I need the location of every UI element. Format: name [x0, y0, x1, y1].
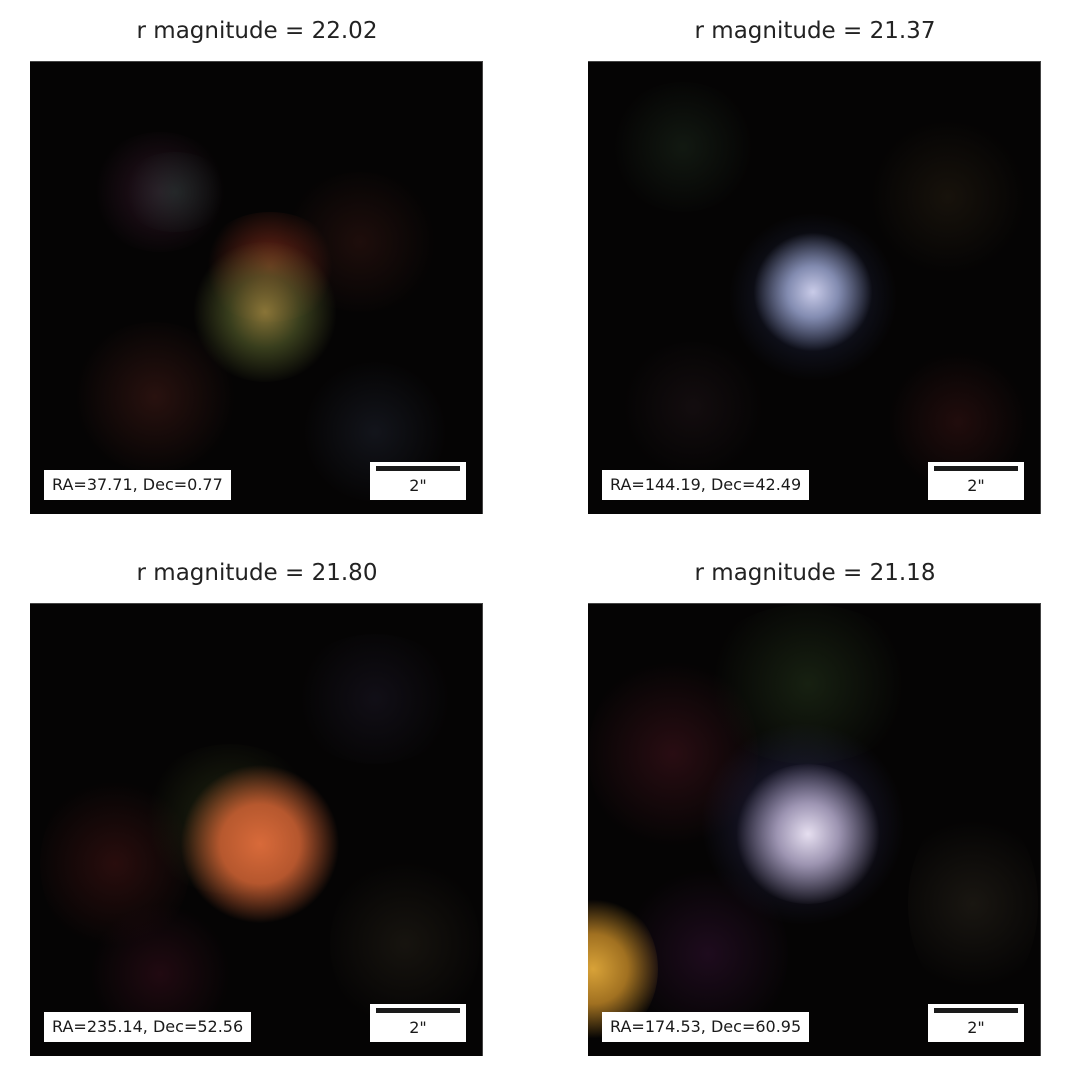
scale-bar-line [376, 1008, 460, 1013]
source-galaxy [190, 242, 340, 382]
scale-bar-label: 2" [409, 1018, 427, 1037]
background-noise [90, 132, 230, 252]
panel-title: r magnitude = 21.80 [136, 560, 378, 586]
background-noise [908, 804, 1038, 1004]
background-noise [280, 172, 440, 312]
scale-bar-label: 2" [967, 476, 985, 495]
background-noise [40, 774, 190, 954]
source-star [733, 764, 883, 904]
scale-bar: 2" [370, 462, 466, 500]
background-noise [618, 342, 768, 472]
background-noise [290, 634, 460, 764]
scale-bar: 2" [370, 1004, 466, 1042]
scale-bar-label: 2" [409, 476, 427, 495]
scale-bar-line [934, 466, 1018, 471]
scale-bar-line [376, 466, 460, 471]
source-blue-halo [728, 212, 898, 382]
sky-cutout-image: RA=235.14, Dec=52.56 2" [30, 603, 483, 1056]
source-red-halo [200, 212, 340, 322]
coordinates-label: RA=235.14, Dec=52.56 [44, 1012, 252, 1042]
background-noise [120, 152, 230, 232]
cutout-panel-4: r magnitude = 21.18 RA=174.53, Dec=60.95… [588, 556, 1042, 1056]
cutout-panel-3: r magnitude = 21.80 RA=235.14, Dec=52.56… [30, 556, 484, 1056]
source-galaxy [180, 764, 340, 924]
coordinates-label: RA=144.19, Dec=42.49 [602, 470, 810, 500]
sky-cutout-image: RA=144.19, Dec=42.49 2" [588, 61, 1041, 514]
background-noise [868, 122, 1028, 272]
cutout-panel-2: r magnitude = 21.37 RA=144.19, Dec=42.49… [588, 14, 1042, 514]
cutout-panel-1: r magnitude = 22.02 RA=37.71, Dec=0.77 2… [30, 14, 484, 514]
scale-bar: 2" [928, 462, 1024, 500]
panel-title: r magnitude = 21.37 [694, 18, 936, 44]
panel-title: r magnitude = 22.02 [136, 18, 378, 44]
background-noise [588, 654, 758, 854]
background-noise [70, 322, 240, 472]
coordinates-label: RA=37.71, Dec=0.77 [44, 470, 231, 500]
scale-bar: 2" [928, 1004, 1024, 1042]
sky-cutout-image: RA=174.53, Dec=60.95 2" [588, 603, 1041, 1056]
coordinates-label: RA=174.53, Dec=60.95 [602, 1012, 810, 1042]
source-blue-halo [698, 724, 908, 924]
scale-bar-line [934, 1008, 1018, 1013]
scale-bar-label: 2" [967, 1018, 985, 1037]
sky-cutout-image: RA=37.71, Dec=0.77 2" [30, 61, 483, 514]
background-noise [698, 604, 918, 764]
background-noise [608, 82, 758, 212]
source-star [753, 232, 873, 352]
source-green-halo [140, 744, 320, 894]
panel-title: r magnitude = 21.18 [694, 560, 936, 586]
